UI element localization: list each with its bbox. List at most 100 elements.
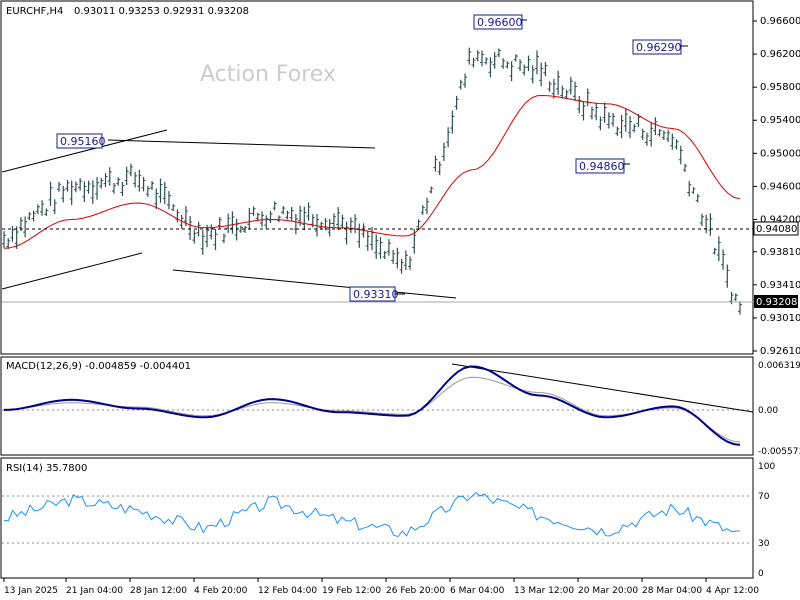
price-tick-label: 0.94600 [760, 181, 800, 192]
price-bar [370, 226, 374, 251]
svg-text:0.94860: 0.94860 [579, 160, 625, 173]
price-bar [649, 122, 654, 147]
annotation-high-1[interactable]: 0.95160 [56, 133, 106, 149]
price-bar [65, 179, 70, 192]
time-tick-label: 4 Apr 12:00 [706, 586, 759, 596]
price-bar [526, 55, 531, 72]
price-bar [573, 81, 578, 102]
annotation-high-2[interactable]: 0.96600 [473, 14, 523, 30]
price-bar [145, 186, 150, 197]
svg-text:0.95160: 0.95160 [60, 135, 106, 148]
price-bar [704, 214, 709, 234]
price-tick-label: 0.96200 [760, 49, 800, 60]
price-bar [61, 185, 66, 203]
price-bar [399, 258, 404, 274]
price-bar [99, 177, 104, 189]
price-bar [382, 250, 387, 259]
annotation-low-2[interactable]: 0.94860 [575, 158, 625, 174]
price-bar [484, 57, 489, 65]
price-bar [141, 176, 146, 192]
price-bar [116, 177, 121, 186]
price-bar [302, 206, 307, 231]
price-bar [44, 208, 49, 217]
macd-axis-bottom: -0.005573 [758, 447, 800, 457]
price-bar [289, 207, 294, 222]
price-bar [441, 142, 446, 162]
price-bar [492, 52, 497, 69]
price-bar [450, 110, 455, 134]
price-bar [479, 50, 484, 67]
price-bar [458, 79, 463, 90]
price-bar [644, 132, 649, 146]
price-bar [657, 128, 662, 137]
price-bar [530, 65, 535, 84]
price-tick-label: 0.93810 [760, 247, 800, 258]
price-bars [2, 47, 742, 315]
time-tick-label: 12 Feb 04:00 [258, 586, 317, 596]
price-bar [551, 78, 556, 99]
price-bar [632, 124, 637, 133]
price-bar [340, 214, 345, 229]
price-bar [543, 62, 548, 77]
macd-title: MACD(12,26,9) -0.004859 -0.004401 [6, 361, 191, 372]
time-tick-label: 20 Mar 20:00 [578, 586, 638, 596]
price-bar [226, 213, 231, 233]
price-panel-frame [0, 0, 754, 355]
annotation-high-3[interactable]: 0.96290 [632, 39, 682, 55]
price-bar [615, 126, 620, 136]
annotation-low-1[interactable]: 0.93310 [349, 286, 399, 302]
price-bar [285, 210, 290, 220]
time-tick-label: 13 Jan 2025 [4, 586, 58, 596]
price-bar [501, 58, 506, 69]
channel-upper-trendline[interactable] [1, 129, 168, 173]
price-bar [602, 102, 607, 123]
price-bar [192, 230, 197, 244]
price-bar [661, 130, 666, 140]
price-bar [378, 237, 383, 259]
price-bar [209, 224, 214, 240]
price-bar [251, 206, 256, 216]
price-bar [306, 202, 311, 221]
price-bar [374, 234, 379, 259]
price-bar [69, 180, 74, 206]
price-bar [264, 215, 269, 229]
price-bar [268, 211, 273, 224]
macd-divergence-trendline[interactable] [451, 363, 754, 413]
price-bar [111, 182, 116, 194]
macd-panel-frame [0, 356, 754, 456]
price-bar [128, 163, 133, 177]
price-bar [133, 171, 138, 188]
svg-text:0.96600: 0.96600 [477, 16, 523, 29]
price-bar [708, 213, 713, 236]
price-bar [27, 212, 32, 221]
rsi-line [3, 491, 741, 538]
price-bar [471, 57, 476, 68]
price-bar [86, 180, 91, 194]
price-bar [40, 200, 45, 216]
support-trendline[interactable] [172, 269, 457, 299]
price-bar [725, 264, 730, 288]
rsi-title: RSI(14) 35.7800 [6, 463, 87, 474]
price-bar [90, 180, 95, 204]
macd-axis-top: 0.006319 [758, 361, 800, 371]
price-bar [230, 211, 235, 234]
price-tick-label: 0.93410 [760, 280, 800, 291]
chart-ohlc: 0.93011 0.93253 0.92931 0.93208 [74, 6, 249, 17]
price-bar [78, 178, 83, 191]
price-bar [124, 166, 129, 186]
price-bar [505, 61, 510, 69]
price-bar [496, 48, 501, 57]
price-bar [175, 209, 180, 223]
price-bar [344, 221, 349, 245]
svg-text:0.93310: 0.93310 [353, 288, 399, 301]
channel-lower-trendline[interactable] [1, 252, 143, 290]
price-bar [446, 127, 451, 148]
time-tick-label: 21 Jan 04:00 [66, 586, 123, 596]
price-bar [247, 207, 252, 230]
price-bar [56, 181, 61, 192]
resistance-trendline[interactable] [107, 139, 376, 149]
price-bar [196, 221, 201, 237]
price-bar [73, 181, 78, 193]
time-tick-label: 26 Feb 20:00 [386, 586, 445, 596]
